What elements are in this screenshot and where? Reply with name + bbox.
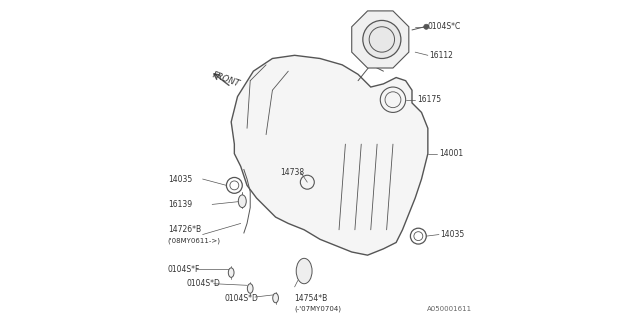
Text: 0104S*F: 0104S*F bbox=[168, 265, 200, 274]
Text: 0104S*C: 0104S*C bbox=[428, 22, 461, 31]
Text: 14035: 14035 bbox=[440, 230, 464, 239]
Text: (-'07MY0704): (-'07MY0704) bbox=[294, 306, 342, 312]
Circle shape bbox=[363, 20, 401, 59]
Text: 14035: 14035 bbox=[168, 174, 192, 184]
Polygon shape bbox=[231, 55, 428, 255]
Ellipse shape bbox=[228, 268, 234, 277]
Text: 16139: 16139 bbox=[168, 200, 192, 209]
Text: 14001: 14001 bbox=[439, 149, 463, 158]
Ellipse shape bbox=[273, 293, 278, 303]
Text: 16175: 16175 bbox=[417, 95, 441, 104]
Ellipse shape bbox=[296, 258, 312, 284]
Text: 16112: 16112 bbox=[429, 51, 453, 60]
Text: ('08MY0611->): ('08MY0611->) bbox=[168, 238, 221, 244]
Text: 14726*B: 14726*B bbox=[168, 225, 201, 234]
Text: 0104S*D: 0104S*D bbox=[225, 294, 259, 303]
Circle shape bbox=[424, 24, 429, 29]
Text: 14738: 14738 bbox=[280, 168, 305, 177]
Text: 14754*B: 14754*B bbox=[294, 294, 328, 303]
Polygon shape bbox=[352, 11, 409, 68]
Text: FRONT: FRONT bbox=[211, 70, 241, 88]
Ellipse shape bbox=[238, 195, 246, 208]
Text: A050001611: A050001611 bbox=[427, 306, 472, 312]
Ellipse shape bbox=[247, 284, 253, 293]
Text: 0104S*D: 0104S*D bbox=[187, 279, 221, 288]
